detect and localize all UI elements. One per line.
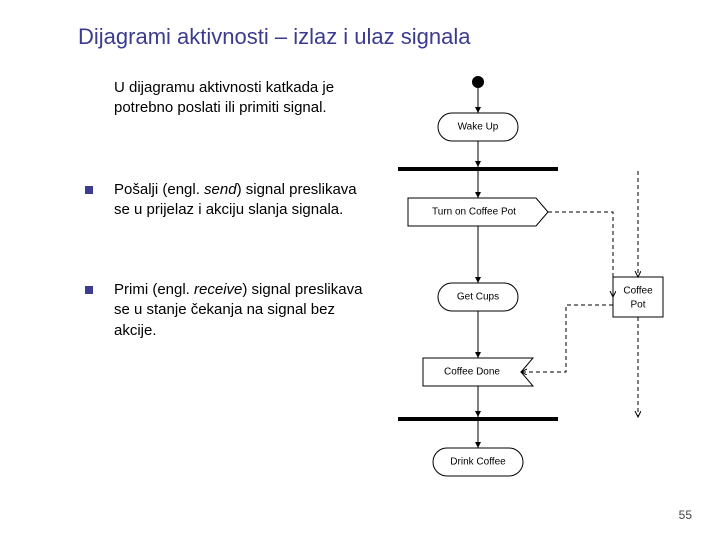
receive-label: Coffee Done [444,367,500,378]
bullet-text-2: Primi (engl. receive) signal preslikava … [114,280,374,341]
object-label: Pot [630,300,645,311]
bullet-marker-1 [85,186,93,194]
activity-label: Get Cups [457,292,499,303]
b1-pre: Pošalji (engl. [114,181,204,198]
send-label: Turn on Coffee Pot [432,207,516,218]
activity-label: Wake Up [458,122,499,133]
activity-diagram: Wake Up Turn on Coffee Pot Get Cups Coffee P… [388,72,698,492]
initial-node [472,76,484,88]
page-number: 55 [679,508,692,522]
bullet-marker-2 [85,286,93,294]
intro-text: U dijagramu aktivnosti katkada je potreb… [114,78,374,117]
join-bar [398,417,558,421]
slide-title: Dijagrami aktivnosti – izlaz i ulaz sign… [78,24,471,50]
object-node [613,277,663,317]
b1-em: send [204,181,237,198]
bullet-text-1: Pošalji (engl. send) signal preslikava s… [114,180,374,221]
b2-em: receive [194,281,242,298]
object-label: Coffee [623,286,653,297]
edge [548,212,613,297]
fork-bar [398,167,558,171]
activity-label: Drink Coffee [450,457,506,468]
b2-pre: Primi (engl. [114,281,194,298]
edge [521,305,613,372]
